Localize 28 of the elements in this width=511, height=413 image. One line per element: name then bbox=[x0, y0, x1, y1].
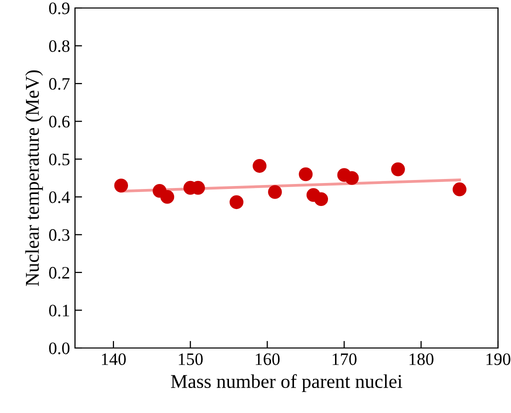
y-tick-label: 0.9 bbox=[49, 2, 70, 14]
x-tick-label: 170 bbox=[332, 353, 357, 366]
point bbox=[391, 162, 405, 176]
point bbox=[298, 167, 313, 182]
y-tick-label: 0.3 bbox=[49, 229, 70, 241]
x-tick-label: 150 bbox=[178, 353, 203, 366]
point bbox=[452, 182, 466, 196]
y-axis-title: Nuclear temperature (MeV) bbox=[25, 70, 43, 286]
point bbox=[114, 178, 128, 192]
y-tick-label: 0.8 bbox=[49, 40, 70, 52]
y-tick-label: 0.6 bbox=[49, 116, 70, 128]
y-tick-label: 0.4 bbox=[49, 191, 70, 204]
y-tick-label: 0.5 bbox=[49, 154, 70, 166]
point bbox=[344, 171, 359, 185]
point bbox=[314, 192, 328, 206]
x-tick-label: 180 bbox=[410, 353, 434, 366]
x-tick-label: 160 bbox=[256, 353, 280, 366]
y-tick-label: 0.1 bbox=[49, 304, 70, 316]
y-tick-label: 0.7 bbox=[49, 78, 70, 90]
point bbox=[268, 185, 282, 199]
point bbox=[252, 159, 266, 173]
x-axis-title: Mass number of parent nuclei bbox=[170, 374, 402, 392]
x-tick-label: 140 bbox=[102, 353, 126, 366]
y-tick-label: 0.0 bbox=[49, 342, 70, 354]
y-tick-label: 0.2 bbox=[49, 266, 70, 279]
point bbox=[230, 195, 244, 210]
x-tick-label: 190 bbox=[486, 353, 510, 366]
point bbox=[160, 190, 174, 204]
